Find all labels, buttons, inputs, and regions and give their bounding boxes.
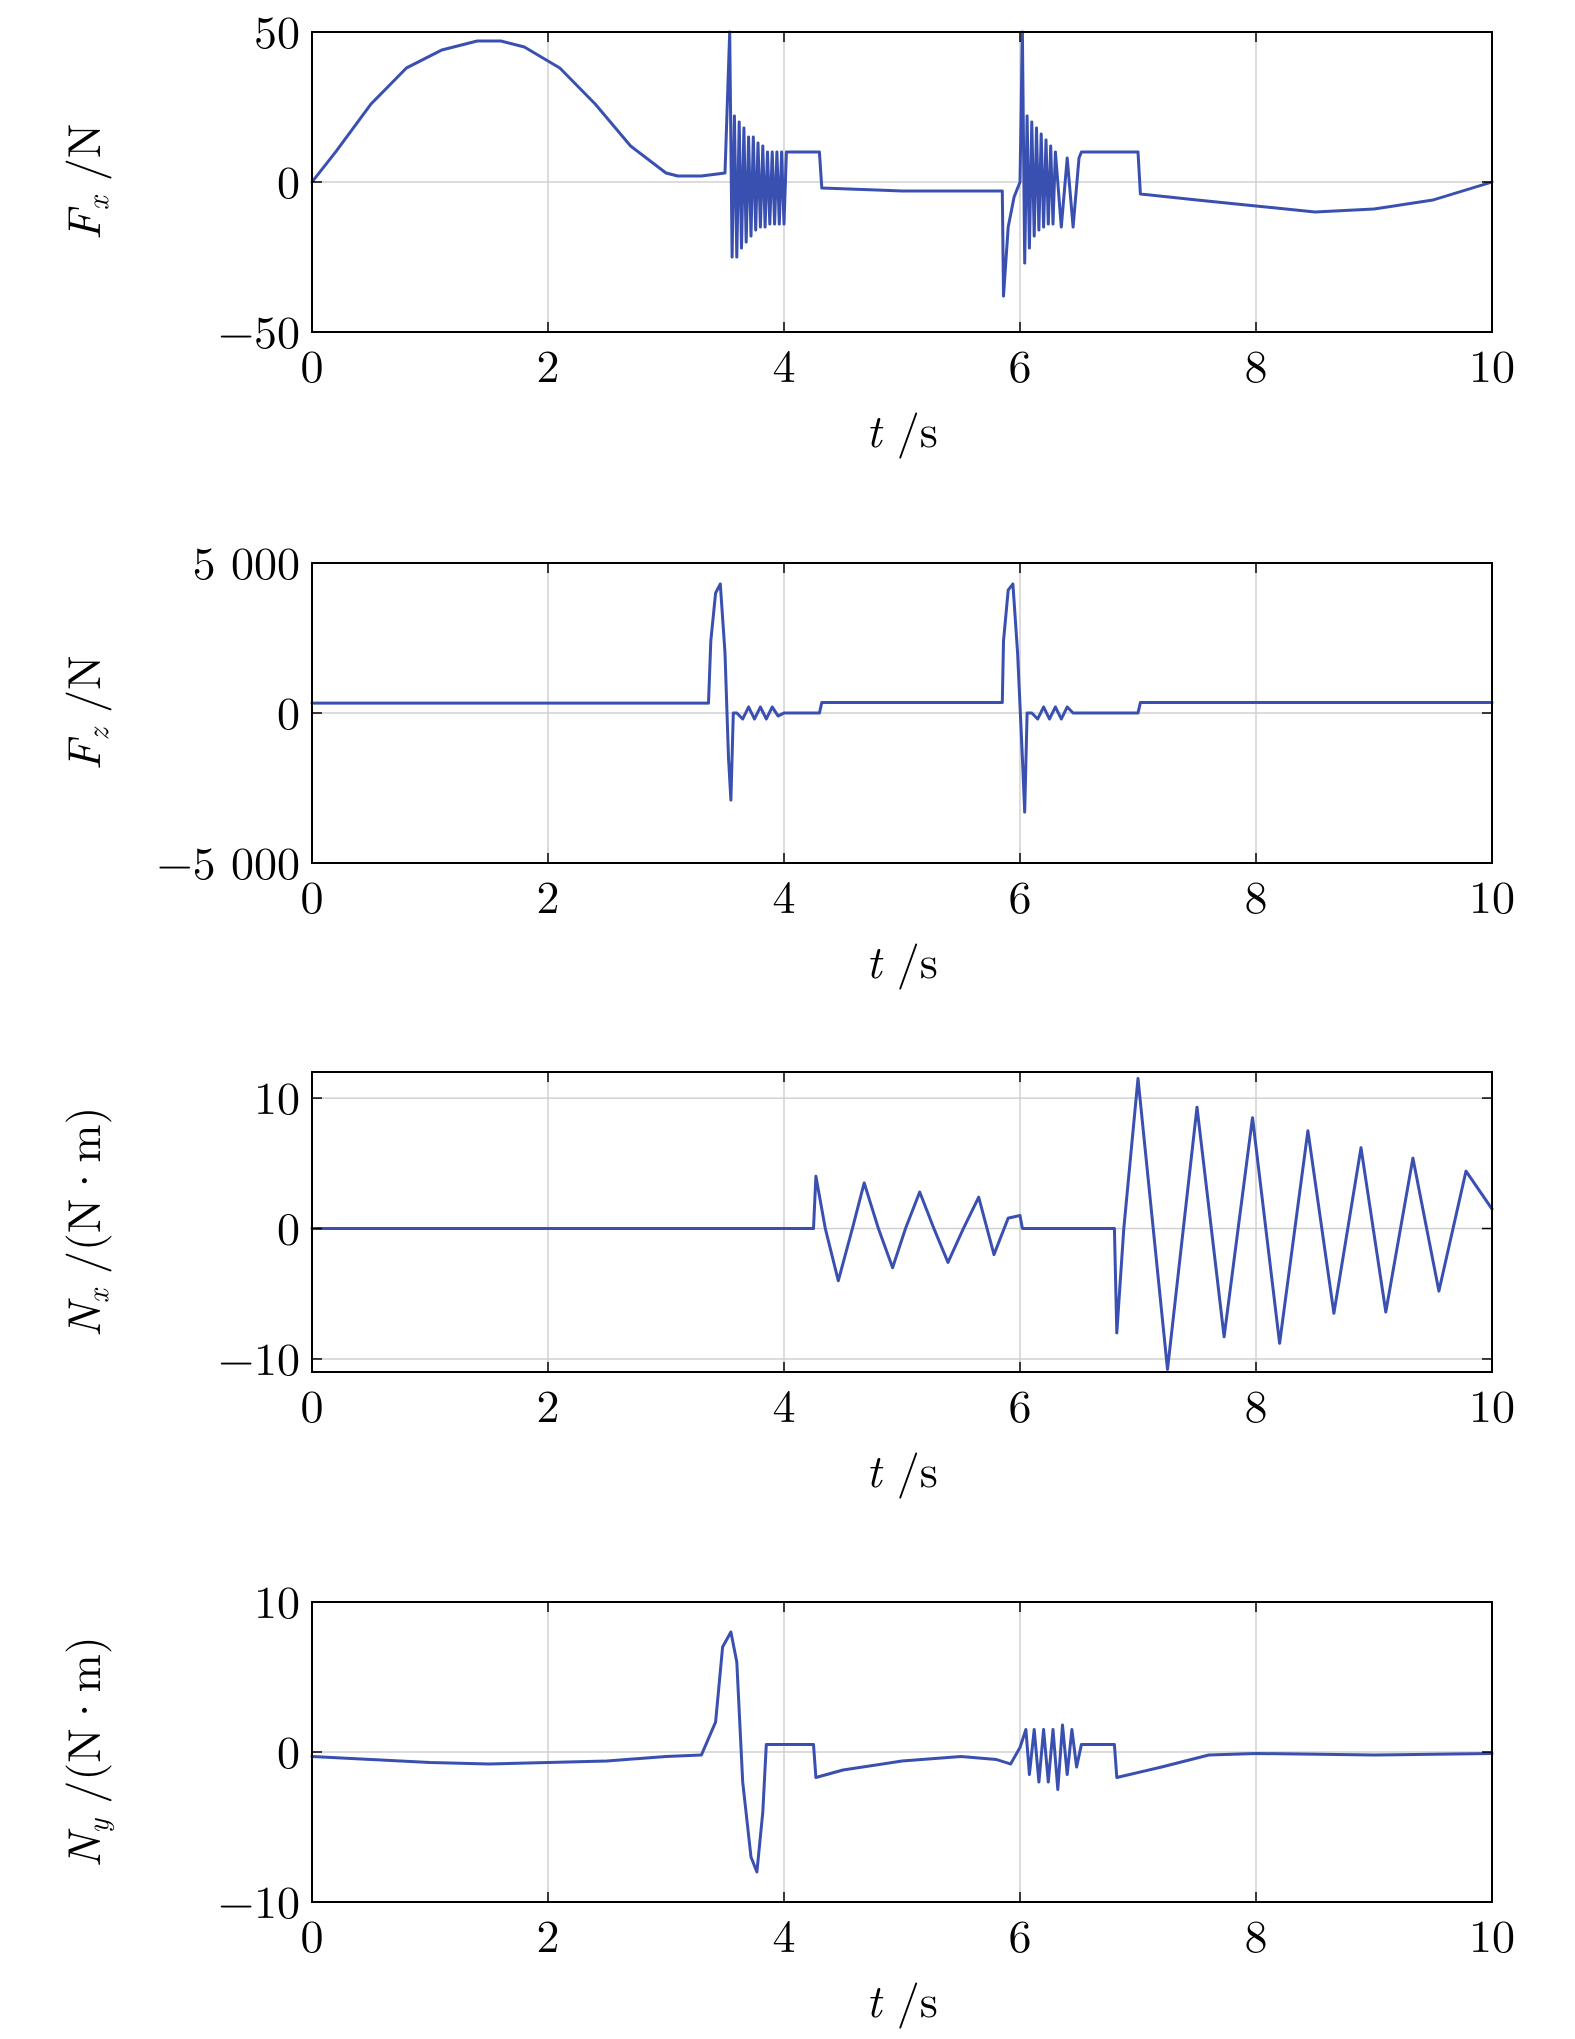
chart-ny-xtick-label-4: 8 [1245, 1901, 1268, 1966]
chart-nx-ylabel-subscript: x [74, 1287, 117, 1303]
chart-fz-ytick-label-1: 0 [277, 678, 300, 743]
chart-fx-ylabel-subscript: x [74, 194, 117, 210]
chart-fz-ytick-label-2: 5 000 [193, 528, 300, 593]
chart-nx-ylabel-unit: /(N·m) [49, 1107, 114, 1290]
chart-nx-ylabel-symbol: N [49, 1297, 114, 1337]
chart-ny-ylabel-symbol: N [49, 1828, 114, 1868]
chart-nx-ytick-label-1: 0 [277, 1194, 300, 1259]
chart-nx-xlabel-symbol: t [866, 1436, 884, 1501]
chart-nx-xtick-label-0: 0 [301, 1371, 324, 1436]
chart-fz-xlabel: t /s [866, 927, 938, 992]
chart-fz-series-line [310, 582, 1494, 814]
chart-nx-xlabel: t /s [866, 1436, 938, 1501]
chart-nx-xtick-label-3: 6 [1009, 1371, 1032, 1436]
chart-fx-xlabel-symbol: t [866, 396, 884, 461]
chart-fx-ytick-label-1: 0 [277, 147, 300, 212]
chart-ny-xtick-label-1: 2 [537, 1901, 560, 1966]
chart-ny-xtick-label-0: 0 [301, 1901, 324, 1966]
chart-fx-xlabel-unit: /s [881, 396, 937, 461]
chart-fx-ylabel-symbol: F [49, 206, 114, 240]
chart-fz-xtick-label-5: 10 [1469, 862, 1515, 927]
chart-ny-series-line [310, 1630, 1494, 1874]
chart-ny-xlabel-unit: /s [881, 1966, 937, 2031]
chart-ny-xlabel: t /s [866, 1966, 938, 2031]
chart-fz-xlabel-unit: /s [881, 927, 937, 992]
chart-ny-ytick-label-2: 10 [254, 1567, 300, 1632]
chart-fx-series-line [310, 30, 1494, 298]
chart-ny-xtick-label-2: 4 [773, 1901, 796, 1966]
chart-ny-xlabel-symbol: t [866, 1966, 884, 2031]
chart-fx-xlabel: t /s [866, 396, 938, 461]
chart-fz-xtick-label-0: 0 [301, 862, 324, 927]
chart-nx-axes-frame [311, 1071, 1493, 1373]
chart-fx-xtick-label-0: 0 [301, 331, 324, 396]
chart-fx-xtick-label-4: 8 [1245, 331, 1268, 396]
chart-fx-ylabel-unit: /N [49, 124, 114, 197]
chart-nx-ytick-label-2: 10 [254, 1063, 300, 1128]
chart-ny-ylabel: Ny /(N·m) [49, 1636, 117, 1868]
chart-nx-xtick-label-5: 10 [1469, 1371, 1515, 1436]
chart-ny-ylabel-subscript: y [74, 1818, 117, 1834]
chart-fx-ylabel: Fx /N [49, 124, 117, 241]
chart-nx-xtick-label-4: 8 [1245, 1371, 1268, 1436]
chart-fz-ylabel: Fz /N [49, 655, 117, 770]
chart-fx-xtick-label-3: 6 [1009, 331, 1032, 396]
chart-ny-ylabel-unit: /(N·m) [49, 1636, 114, 1819]
chart-nx-xtick-label-2: 4 [773, 1371, 796, 1436]
chart-ny-xtick-label-5: 10 [1469, 1901, 1515, 1966]
chart-fz-ytick-label-0: −5 000 [157, 828, 300, 893]
chart-fz-ylabel-unit: /N [49, 655, 114, 728]
chart-nx-xlabel-unit: /s [881, 1436, 937, 1501]
chart-nx-ytick-label-0: −10 [218, 1324, 300, 1389]
chart-fz-ylabel-subscript: z [74, 727, 117, 741]
chart-fz-xtick-label-2: 4 [773, 862, 796, 927]
chart-fx-ytick-label-0: −50 [218, 297, 300, 362]
chart-fx-xtick-label-2: 4 [773, 331, 796, 396]
chart-nx-xtick-label-1: 2 [537, 1371, 560, 1436]
chart-fx-xtick-label-1: 2 [537, 331, 560, 396]
chart-nx-ylabel: Nx /(N·m) [49, 1107, 117, 1338]
chart-fz-ylabel-symbol: F [49, 737, 114, 771]
chart-fx-xtick-label-5: 10 [1469, 331, 1515, 396]
chart-fz-xtick-label-3: 6 [1009, 862, 1032, 927]
chart-fx-ytick-label-2: 50 [254, 0, 300, 62]
chart-fz-xtick-label-4: 8 [1245, 862, 1268, 927]
chart-fz-xlabel-symbol: t [866, 927, 884, 992]
chart-ny-ytick-label-1: 0 [277, 1717, 300, 1782]
chart-nx-series-line [310, 1077, 1494, 1371]
chart-fz-xtick-label-1: 2 [537, 862, 560, 927]
chart-ny-ytick-label-0: −10 [218, 1867, 300, 1932]
chart-ny-xtick-label-3: 6 [1009, 1901, 1032, 1966]
